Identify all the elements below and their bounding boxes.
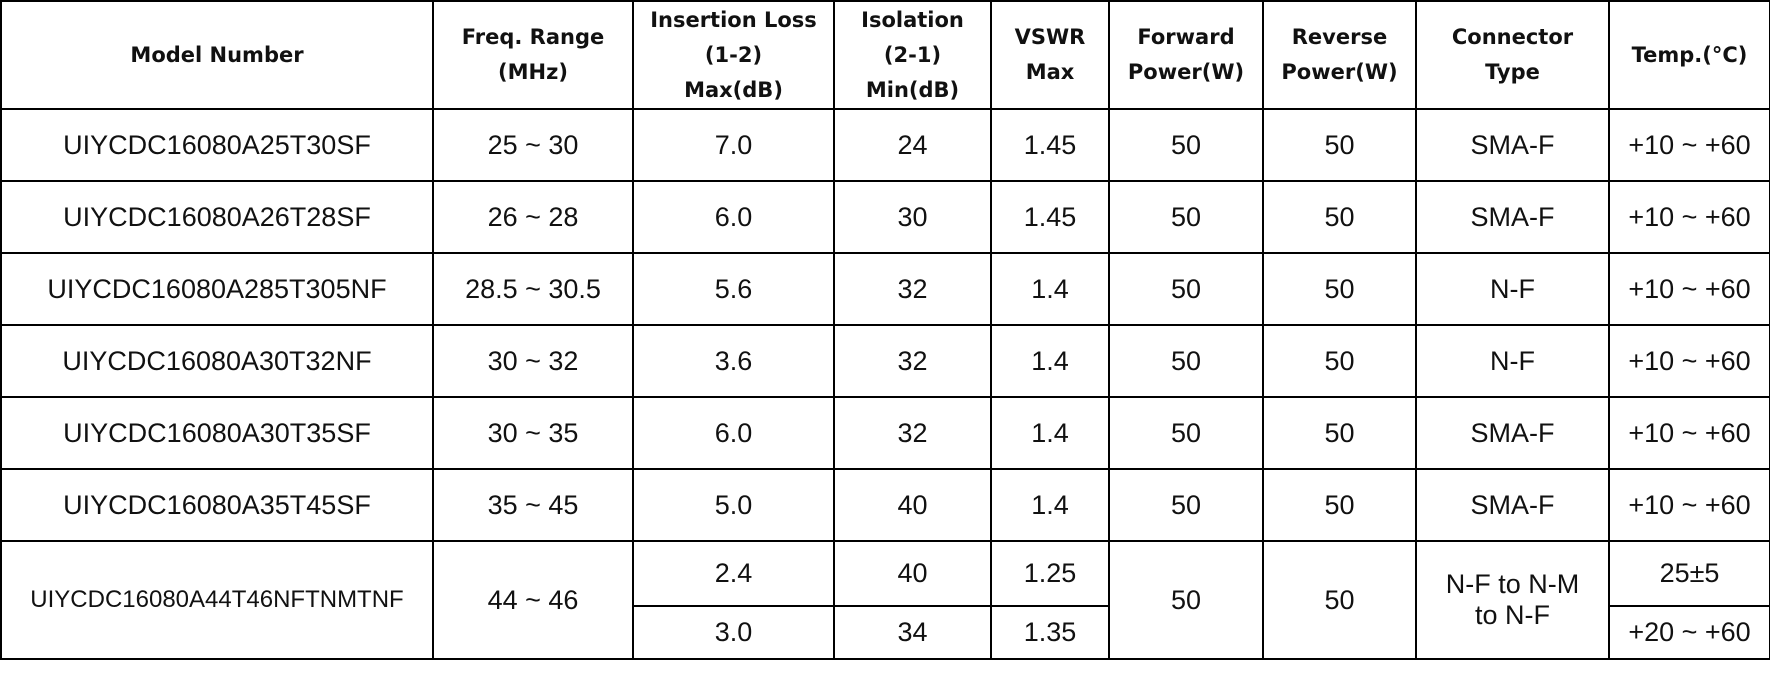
cell-model-number: UIYCDC16080A25T30SF xyxy=(0,108,434,182)
cell-temperature: +10 ~ +60 xyxy=(1608,252,1770,326)
cell-forward-power: 50 xyxy=(1108,540,1264,660)
cell-model-number: UIYCDC16080A30T32NF xyxy=(0,324,434,398)
header-insertion-loss: Insertion Loss (1-2) Max(dB) xyxy=(632,0,835,110)
cell-model-number: UIYCDC16080A26T28SF xyxy=(0,180,434,254)
cell-reverse-power: 50 xyxy=(1262,324,1417,398)
cell-temperature: +20 ~ +60 xyxy=(1608,605,1770,660)
cell-isolation: 34 xyxy=(833,605,992,660)
header-temperature: Temp.(°C) xyxy=(1608,0,1770,110)
cell-vswr: 1.4 xyxy=(990,324,1110,398)
table-row: UIYCDC16080A35T45SF 35 ~ 45 5.0 40 1.4 5… xyxy=(0,468,1770,542)
header-forward-power: Forward Power(W) xyxy=(1108,0,1264,110)
cell-insertion-loss: 3.6 xyxy=(632,324,835,398)
cell-reverse-power: 50 xyxy=(1262,252,1417,326)
header-row: Model Number Freq. Range (MHz) Insertion … xyxy=(0,0,1770,110)
cell-connector-type: N-F xyxy=(1415,324,1610,398)
header-model-number: Model Number xyxy=(0,0,434,110)
header-vswr: VSWR Max xyxy=(990,0,1110,110)
cell-insertion-loss: 6.0 xyxy=(632,396,835,470)
cell-freq-range: 30 ~ 32 xyxy=(432,324,634,398)
cell-forward-power: 50 xyxy=(1108,252,1264,326)
cell-model-number: UIYCDC16080A30T35SF xyxy=(0,396,434,470)
cell-freq-range: 25 ~ 30 xyxy=(432,108,634,182)
cell-freq-range: 35 ~ 45 xyxy=(432,468,634,542)
cell-connector-type: SMA-F xyxy=(1415,468,1610,542)
cell-temperature: +10 ~ +60 xyxy=(1608,468,1770,542)
header-isolation: Isolation (2-1) Min(dB) xyxy=(833,0,992,110)
cell-model-number: UIYCDC16080A44T46NFTNMTNF xyxy=(0,540,434,660)
cell-reverse-power: 50 xyxy=(1262,540,1417,660)
cell-vswr: 1.35 xyxy=(990,605,1110,660)
table-row: UIYCDC16080A285T305NF 28.5 ~ 30.5 5.6 32… xyxy=(0,252,1770,326)
cell-model-number: UIYCDC16080A35T45SF xyxy=(0,468,434,542)
header-reverse-power: Reverse Power(W) xyxy=(1262,0,1417,110)
cell-insertion-loss: 2.4 xyxy=(632,540,835,607)
specifications-table: Model Number Freq. Range (MHz) Insertion … xyxy=(0,0,1770,660)
cell-temperature: +10 ~ +60 xyxy=(1608,108,1770,182)
cell-freq-range: 30 ~ 35 xyxy=(432,396,634,470)
cell-temperature: +10 ~ +60 xyxy=(1608,324,1770,398)
cell-isolation: 30 xyxy=(833,180,992,254)
cell-isolation: 32 xyxy=(833,396,992,470)
cell-forward-power: 50 xyxy=(1108,324,1264,398)
table-row: UIYCDC16080A30T35SF 30 ~ 35 6.0 32 1.4 5… xyxy=(0,396,1770,470)
cell-vswr: 1.45 xyxy=(990,108,1110,182)
cell-temperature: 25±5 xyxy=(1608,540,1770,607)
header-connector-type: Connector Type xyxy=(1415,0,1610,110)
cell-isolation: 32 xyxy=(833,324,992,398)
cell-temperature: +10 ~ +60 xyxy=(1608,396,1770,470)
cell-vswr: 1.4 xyxy=(990,396,1110,470)
cell-freq-range: 26 ~ 28 xyxy=(432,180,634,254)
cell-forward-power: 50 xyxy=(1108,468,1264,542)
cell-insertion-loss: 6.0 xyxy=(632,180,835,254)
table-row: 3.0 34 1.35 +20 ~ +60 xyxy=(1,605,1770,660)
cell-connector-type: SMA-F xyxy=(1415,396,1610,470)
header-freq-range: Freq. Range (MHz) xyxy=(432,0,634,110)
cell-vswr: 1.4 xyxy=(990,468,1110,542)
cell-reverse-power: 50 xyxy=(1262,108,1417,182)
cell-insertion-loss: 5.0 xyxy=(632,468,835,542)
table-row: UIYCDC16080A44T46NFTNMTNF 44 ~ 46 2.4 40… xyxy=(0,540,1770,660)
cell-freq-range: 44 ~ 46 xyxy=(432,540,634,660)
cell-reverse-power: 50 xyxy=(1262,468,1417,542)
cell-connector-type: SMA-F xyxy=(1415,180,1610,254)
cell-freq-range: 28.5 ~ 30.5 xyxy=(432,252,634,326)
cell-connector-type: N-F xyxy=(1415,252,1610,326)
cell-insertion-loss: 5.6 xyxy=(632,252,835,326)
cell-forward-power: 50 xyxy=(1108,396,1264,470)
cell-model-number: UIYCDC16080A285T305NF xyxy=(0,252,434,326)
cell-reverse-power: 50 xyxy=(1262,180,1417,254)
cell-vswr: 1.45 xyxy=(990,180,1110,254)
cell-temperature: +10 ~ +60 xyxy=(1608,180,1770,254)
cell-forward-power: 50 xyxy=(1108,180,1264,254)
table-row: UIYCDC16080A30T32NF 30 ~ 32 3.6 32 1.4 5… xyxy=(0,324,1770,398)
cell-vswr: 1.4 xyxy=(990,252,1110,326)
table-row: UIYCDC16080A26T28SF 26 ~ 28 6.0 30 1.45 … xyxy=(0,180,1770,254)
cell-connector-type: SMA-F xyxy=(1415,108,1610,182)
table-row: UIYCDC16080A25T30SF 25 ~ 30 7.0 24 1.45 … xyxy=(0,108,1770,182)
cell-vswr: 1.25 xyxy=(990,540,1110,607)
cell-insertion-loss: 7.0 xyxy=(632,108,835,182)
cell-isolation: 40 xyxy=(833,468,992,542)
cell-isolation: 24 xyxy=(833,108,992,182)
cell-forward-power: 50 xyxy=(1108,108,1264,182)
cell-isolation: 40 xyxy=(833,540,992,607)
cell-isolation: 32 xyxy=(833,252,992,326)
cell-connector-type: N-F to N-M to N-F xyxy=(1415,540,1610,660)
cell-reverse-power: 50 xyxy=(1262,396,1417,470)
cell-insertion-loss: 3.0 xyxy=(632,605,835,660)
